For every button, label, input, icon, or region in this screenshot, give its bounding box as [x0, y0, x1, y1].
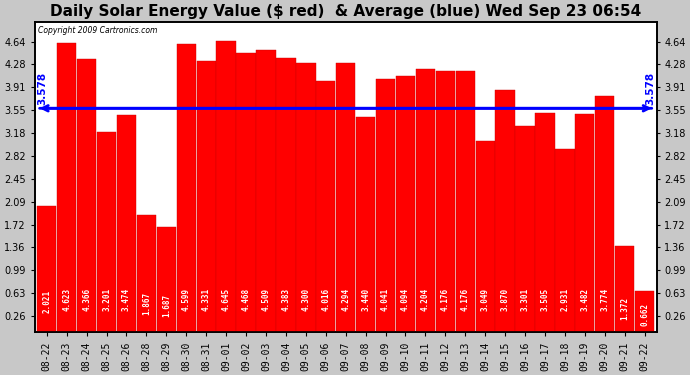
Text: 4.509: 4.509: [262, 287, 270, 310]
Text: 4.468: 4.468: [241, 287, 250, 310]
Text: 0.662: 0.662: [640, 303, 649, 326]
Bar: [336, 63, 355, 332]
Bar: [435, 71, 455, 332]
Text: 3.474: 3.474: [122, 287, 131, 310]
Text: 3.774: 3.774: [600, 287, 609, 310]
Text: 4.331: 4.331: [201, 287, 210, 310]
Bar: [575, 114, 595, 332]
Bar: [316, 81, 335, 332]
Text: 4.645: 4.645: [221, 287, 230, 310]
Bar: [177, 44, 196, 332]
Bar: [276, 58, 295, 332]
Text: 4.176: 4.176: [461, 287, 470, 310]
Bar: [376, 79, 395, 332]
Text: 3.201: 3.201: [102, 287, 111, 310]
Text: 3.482: 3.482: [580, 287, 589, 310]
Bar: [256, 50, 275, 332]
Text: 1.687: 1.687: [162, 294, 171, 316]
Text: 1.867: 1.867: [142, 292, 151, 315]
Text: 4.016: 4.016: [322, 287, 331, 310]
Text: 3.301: 3.301: [520, 287, 529, 310]
Text: 4.176: 4.176: [441, 287, 450, 310]
Bar: [37, 206, 57, 332]
Text: 1.372: 1.372: [620, 296, 629, 320]
Bar: [57, 43, 77, 332]
Bar: [396, 76, 415, 332]
Text: 4.599: 4.599: [181, 287, 190, 310]
Bar: [237, 53, 256, 332]
Text: 3.049: 3.049: [481, 287, 490, 310]
Bar: [475, 141, 495, 332]
Title: Daily Solar Energy Value ($ red)  & Average (blue) Wed Sep 23 06:54: Daily Solar Energy Value ($ red) & Avera…: [50, 4, 641, 19]
Bar: [356, 117, 375, 332]
Bar: [217, 42, 236, 332]
Text: 3.440: 3.440: [361, 287, 370, 310]
Bar: [97, 132, 116, 332]
Bar: [595, 96, 614, 332]
Bar: [495, 90, 515, 332]
Bar: [157, 227, 176, 332]
Text: Copyright 2009 Cartronics.com: Copyright 2009 Cartronics.com: [38, 26, 157, 35]
Text: 4.623: 4.623: [62, 287, 71, 310]
Bar: [416, 69, 435, 332]
Text: 3.578: 3.578: [646, 72, 656, 105]
Bar: [635, 291, 654, 332]
Bar: [455, 71, 475, 332]
Text: 4.300: 4.300: [302, 287, 310, 310]
Bar: [515, 126, 535, 332]
Bar: [535, 113, 555, 332]
Bar: [117, 115, 136, 332]
Text: 3.578: 3.578: [38, 72, 48, 105]
Text: 4.366: 4.366: [82, 287, 91, 310]
Bar: [77, 59, 97, 332]
Text: 4.041: 4.041: [381, 287, 390, 310]
Text: 4.383: 4.383: [282, 287, 290, 310]
Text: 2.021: 2.021: [42, 290, 51, 314]
Bar: [296, 63, 315, 332]
Text: 2.931: 2.931: [560, 287, 569, 310]
Text: 3.505: 3.505: [540, 287, 549, 310]
Bar: [197, 61, 216, 332]
Bar: [615, 246, 634, 332]
Bar: [555, 149, 575, 332]
Bar: [137, 216, 156, 332]
Text: 4.094: 4.094: [401, 287, 410, 310]
Text: 4.204: 4.204: [421, 287, 430, 310]
Text: 4.294: 4.294: [341, 287, 351, 310]
Text: 3.870: 3.870: [501, 287, 510, 310]
